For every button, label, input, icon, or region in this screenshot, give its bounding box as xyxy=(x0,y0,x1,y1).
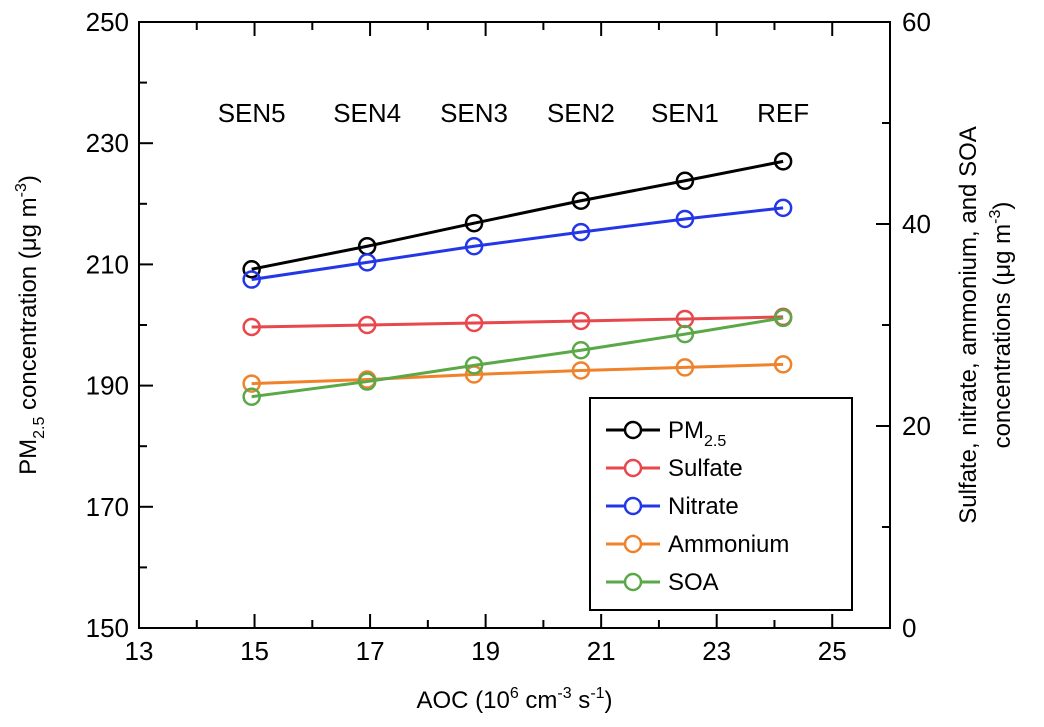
data-point xyxy=(242,259,261,279)
legend-marker xyxy=(623,534,643,554)
legend-label: Nitrate xyxy=(668,493,739,520)
y-axis-right-title-line1: Sulfate, nitrate, ammonium, and SOA xyxy=(955,126,982,524)
y-left-tick-label: 210 xyxy=(86,249,129,279)
data-point xyxy=(571,311,591,331)
scenario-labels: SEN5 SEN4 SEN3 SEN2 SEN1 REF xyxy=(218,98,809,128)
data-point xyxy=(773,308,793,328)
y-right-tick-label: 40 xyxy=(902,209,931,239)
x-tick-label: 15 xyxy=(240,636,269,666)
axis-tick-labels: 13 15 17 19 21 23 25 150 170 190 210 230 250 0 20 40 60 xyxy=(86,7,931,666)
x-axis-title: AOC (106 cm-3 s-1) xyxy=(416,685,612,714)
scenario-label: SEN5 xyxy=(218,98,286,128)
data-point xyxy=(464,356,484,375)
plot-frame xyxy=(138,21,891,629)
data-point xyxy=(675,209,695,229)
data-point xyxy=(464,213,484,233)
data-point xyxy=(242,317,261,337)
series-line xyxy=(251,159,784,271)
scenario-label: REF xyxy=(757,98,809,128)
data-point xyxy=(675,171,695,191)
y-axis-left-title: PM2.5 concentration (μg m-3) xyxy=(13,175,48,475)
data-point xyxy=(242,374,261,393)
data-point xyxy=(675,358,695,377)
y-left-tick-label: 170 xyxy=(86,492,129,522)
x-tick-label: 13 xyxy=(125,636,154,666)
legend-item: SOA xyxy=(606,569,719,596)
legend-marker xyxy=(623,572,643,592)
data-point xyxy=(464,236,484,256)
legend-label: SOA xyxy=(668,569,719,596)
data-point xyxy=(571,361,591,380)
data-point xyxy=(242,387,261,406)
y-left-tick-label: 250 xyxy=(86,7,129,37)
legend-marker xyxy=(623,420,643,440)
data-point xyxy=(357,315,377,335)
x-tick-label: 19 xyxy=(471,636,500,666)
series-nitrate xyxy=(242,198,793,289)
data-point xyxy=(357,253,377,272)
scenario-label: SEN1 xyxy=(651,98,719,128)
x-tick-label: 25 xyxy=(818,636,847,666)
y-right-tick-label: 0 xyxy=(902,613,916,643)
series-layer xyxy=(242,152,793,406)
data-point xyxy=(464,313,484,333)
data-point xyxy=(675,324,695,344)
series-line xyxy=(251,206,784,282)
y-left-tick-label: 190 xyxy=(86,371,129,401)
scenario-label: SEN3 xyxy=(440,98,508,128)
data-point xyxy=(571,341,591,360)
series-line xyxy=(251,315,784,329)
scenario-label: SEN2 xyxy=(547,98,615,128)
y-left-tick-label: 230 xyxy=(86,128,129,158)
legend-item: Sulfate xyxy=(606,455,743,482)
legend-item: PM2.5 xyxy=(606,417,726,450)
legend-item: Nitrate xyxy=(606,493,739,520)
data-point xyxy=(571,191,591,211)
x-tick-label: 23 xyxy=(702,636,731,666)
series-pm xyxy=(242,152,793,279)
series-soa xyxy=(242,308,793,406)
data-point xyxy=(357,372,377,391)
legend-marker xyxy=(623,458,643,478)
y-left-tick-label: 150 xyxy=(86,613,129,643)
legend-label: PM2.5 xyxy=(668,417,726,450)
legend-label: Ammonium xyxy=(668,531,789,558)
data-point xyxy=(242,270,261,289)
data-point xyxy=(773,152,793,171)
data-point xyxy=(773,198,793,218)
y-right-tick-label: 60 xyxy=(902,7,931,37)
y-right-tick-label: 20 xyxy=(902,411,931,441)
x-tick-label: 17 xyxy=(356,636,385,666)
legend-label: Sulfate xyxy=(668,455,743,482)
series-line xyxy=(251,362,784,386)
legend-item: Ammonium xyxy=(606,531,789,558)
x-tick-label: 21 xyxy=(587,636,616,666)
scenario-label: SEN4 xyxy=(333,98,401,128)
legend-marker xyxy=(623,496,643,516)
y-axis-right-title-line2: concentrations (μg m-3) xyxy=(987,202,1016,449)
series-line xyxy=(251,316,784,399)
legend: PM2.5 Sulfate Nitrate Ammonium SOA xyxy=(589,397,853,611)
data-point xyxy=(571,222,591,242)
data-point xyxy=(773,355,793,374)
